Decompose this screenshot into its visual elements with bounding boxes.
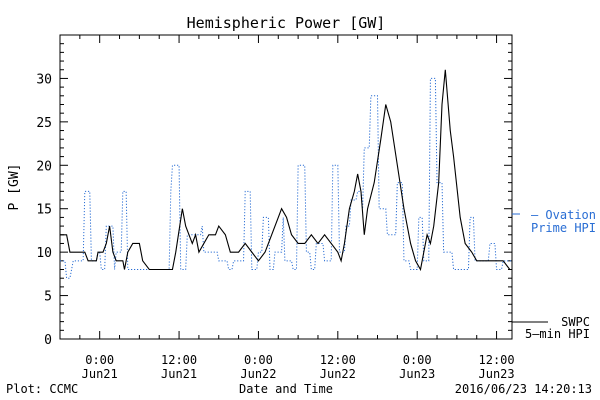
x-axis-ticks: 0:00Jun2112:00Jun210:00Jun2212:00Jun220:… — [59, 35, 515, 381]
y-axis-ticks: 0 5 10 15 20 25 30 — [36, 34, 512, 348]
x-tick-label-time: 0:00 — [85, 353, 114, 367]
x-axis-label: Date and Time — [239, 382, 333, 396]
x-tick-label-date: Jun23 — [399, 367, 435, 381]
x-tick-label-date: Jun21 — [82, 367, 118, 381]
legend-ovation: – Ovation Prime HPI — [512, 208, 596, 235]
y-tick-label: 25 — [36, 116, 52, 131]
y-tick-label: 0 — [44, 333, 52, 348]
x-tick-label-time: 12:00 — [320, 353, 356, 367]
series-line-ovation-prime — [60, 77, 512, 279]
y-tick-label: 5 — [44, 290, 52, 305]
y-tick-label: 10 — [36, 246, 52, 261]
x-tick-label-time: 0:00 — [403, 353, 432, 367]
x-tick-label-time: 12:00 — [161, 353, 197, 367]
legend-swpc-line1: SWPC — [561, 315, 590, 329]
series-line-swpc — [60, 69, 512, 272]
legend-swpc-line2: 5–min HPI — [525, 327, 590, 341]
x-tick-label-date: Jun22 — [320, 367, 356, 381]
chart-title: Hemispheric Power [GW] — [187, 14, 386, 32]
y-tick-label: 15 — [36, 203, 52, 218]
x-tick-label-date: Jun23 — [479, 367, 515, 381]
legend-ovation-line1: – Ovation — [531, 208, 596, 222]
legend-swpc: SWPC 5–min HPI — [512, 315, 590, 341]
x-tick-label-time: 12:00 — [479, 353, 515, 367]
x-tick-label-time: 0:00 — [244, 353, 273, 367]
x-tick-label-date: Jun22 — [240, 367, 276, 381]
y-tick-label: 20 — [36, 159, 52, 174]
plot-frame — [59, 34, 513, 340]
footer-credit: Plot: CCMC — [6, 382, 78, 396]
y-tick-label: 30 — [36, 72, 52, 87]
footer-timestamp: 2016/06/23 14:20:13 — [455, 382, 592, 396]
y-axis-label: P [GW] — [7, 164, 22, 211]
x-tick-label-date: Jun21 — [161, 367, 197, 381]
series-layer — [60, 69, 512, 279]
legend-ovation-line2: Prime HPI — [531, 221, 596, 235]
